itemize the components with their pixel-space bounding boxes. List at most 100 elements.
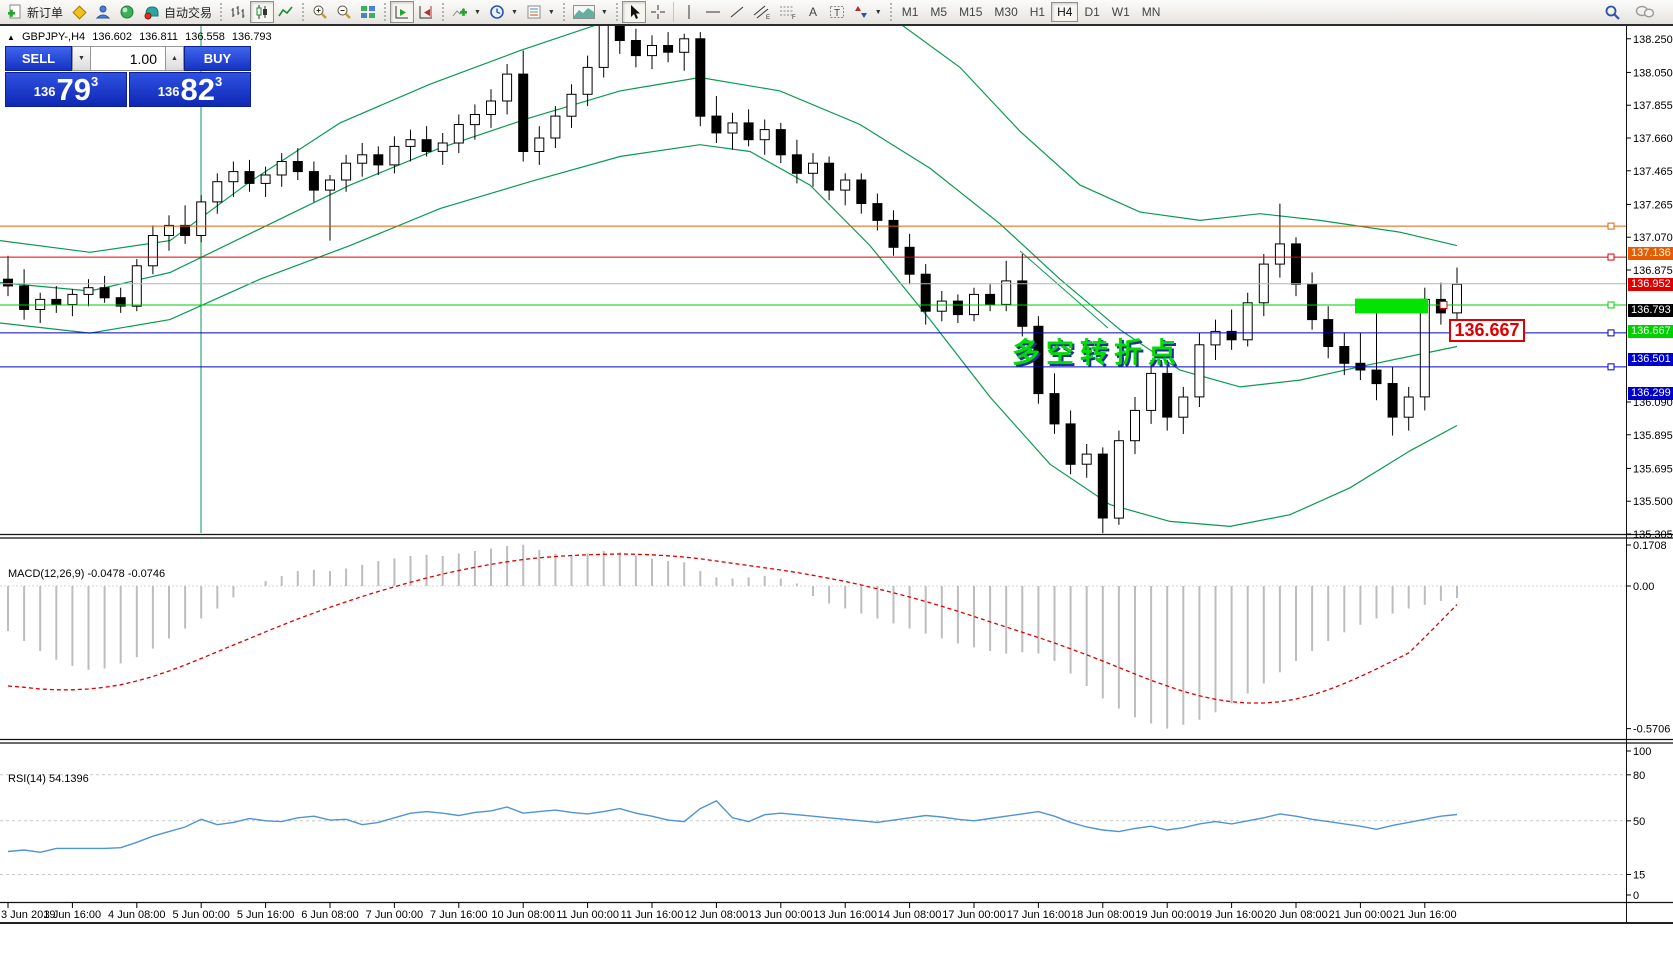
data-window-button[interactable]	[91, 1, 115, 23]
candlestick-chart-button[interactable]	[250, 1, 275, 23]
macd-axis-label: 0.1708	[1633, 540, 1667, 552]
search-button[interactable]	[1600, 1, 1625, 23]
templates-button[interactable]: ▼	[522, 1, 559, 23]
sell-price-display[interactable]: 136 79 3	[5, 72, 127, 107]
buy-price-display[interactable]: 136 82 3	[129, 72, 251, 107]
time-tick-label: 13 Jun 16:00	[813, 909, 877, 921]
candle-body	[534, 137, 545, 152]
candle-body	[1403, 396, 1414, 418]
time-tick-label: 7 Jun 00:00	[366, 909, 424, 921]
equidistant-channel-tool-button[interactable]: E	[749, 1, 775, 23]
indicators-button[interactable]: ▼	[448, 1, 485, 23]
text-icon: A	[809, 5, 817, 19]
hline-marker[interactable]	[1607, 253, 1615, 261]
toolbar-grip	[302, 3, 305, 21]
chat-icon	[1635, 5, 1655, 18]
candle-body	[1387, 383, 1398, 418]
trendline-object[interactable]	[1019, 250, 1109, 329]
zoom-out-button[interactable]	[332, 1, 356, 23]
market-watch-button[interactable]	[67, 1, 91, 23]
chat-button[interactable]	[1631, 1, 1659, 23]
chart-annotation-text[interactable]: 多空转折点	[1012, 337, 1183, 368]
candle-body	[856, 179, 867, 204]
candle-body	[1001, 280, 1012, 305]
dropdown-caret: ▼	[547, 8, 555, 16]
hline-marker[interactable]	[1607, 363, 1615, 371]
fibonacci-tool-button[interactable]: F	[775, 1, 801, 23]
candle-body	[920, 273, 931, 312]
green-zone-rectangle[interactable]	[1355, 298, 1428, 314]
timeframe-w1-button[interactable]: W1	[1106, 2, 1136, 22]
hline-marker[interactable]	[1607, 329, 1615, 337]
toolbar: 新订单 自动交易	[0, 0, 1673, 26]
chart-shift-button[interactable]	[414, 1, 438, 23]
hline-marker[interactable]	[1607, 222, 1615, 230]
candle-body	[437, 142, 448, 152]
timeframe-d1-button[interactable]: D1	[1078, 2, 1105, 22]
timeframe-mn-button[interactable]: MN	[1136, 2, 1167, 22]
buy-button[interactable]: BUY	[184, 46, 251, 71]
line-chart-button[interactable]	[274, 1, 298, 23]
timeframe-h4-button[interactable]: H4	[1051, 2, 1079, 22]
volume-decrease-button[interactable]: ▼	[72, 46, 91, 71]
candle-body	[469, 114, 480, 126]
equidistant-channel-icon: E	[753, 5, 770, 20]
candle-body	[679, 38, 690, 53]
price-callout-box[interactable]: 136.667	[1449, 319, 1525, 342]
macd-indicator-label: MACD(12,26,9) -0.0478 -0.0746	[8, 568, 166, 580]
candle-body	[759, 129, 770, 141]
candle-body	[1081, 453, 1092, 465]
indicators-icon	[452, 7, 468, 17]
candle-body	[1307, 283, 1318, 321]
tile-windows-button[interactable]	[356, 1, 380, 23]
navigator-button[interactable]	[115, 1, 139, 23]
candle-body	[598, 23, 609, 68]
price-line-label: 136.793	[1628, 304, 1673, 318]
periods-button[interactable]: ▼	[485, 1, 522, 23]
chart-canvas[interactable]: 138.445138.250138.050137.855137.660137.4…	[0, 0, 1673, 927]
timeframe-m15-button[interactable]: M15	[953, 2, 988, 22]
dropdown-caret: ▼	[874, 8, 882, 16]
zoom-in-button[interactable]	[308, 1, 332, 23]
time-tick-label: 17 Jun 16:00	[1007, 909, 1071, 921]
time-tick-label: 19 Jun 16:00	[1200, 909, 1264, 921]
trendline-tool-button[interactable]	[725, 1, 749, 23]
chart-ohlc-header: ▲ GBPJPY-,H4 136.602 136.811 136.558 136…	[7, 31, 276, 43]
timeframe-h1-button[interactable]: H1	[1024, 2, 1051, 22]
volume-increase-button[interactable]: ▲	[165, 46, 184, 71]
candle-body	[180, 224, 191, 236]
auto-scroll-button[interactable]	[390, 1, 415, 23]
candle-body	[51, 298, 62, 305]
label-tool-button[interactable]: T	[825, 1, 849, 23]
toolbar-grip	[889, 3, 892, 21]
hline-marker[interactable]	[1607, 301, 1615, 309]
price-tick-label: 137.465	[1633, 166, 1673, 178]
candle-body	[1065, 423, 1076, 465]
candle-body	[131, 265, 142, 307]
arrows-tool-button[interactable]: ▼	[849, 1, 886, 23]
toolbar-separator	[672, 2, 674, 22]
new-order-button[interactable]: 新订单	[3, 1, 67, 23]
profile-chart-dropdown[interactable]: ▼	[569, 1, 612, 23]
time-tick-label: 5 Jun 16:00	[237, 909, 295, 921]
sell-button[interactable]: SELL	[5, 46, 72, 71]
vertical-line-tool-button[interactable]	[677, 1, 701, 23]
timeframe-m30-button[interactable]: M30	[988, 2, 1023, 22]
cursor-tool-button[interactable]	[621, 1, 646, 23]
horizontal-line-icon	[705, 11, 720, 13]
text-tool-button[interactable]: A	[801, 1, 825, 23]
crosshair-icon	[650, 5, 665, 19]
bar-chart-button[interactable]	[226, 1, 250, 23]
autotrading-button[interactable]: 自动交易	[139, 1, 216, 23]
volume-input[interactable]: 1.00	[91, 46, 165, 71]
candle-body	[228, 171, 239, 183]
horizontal-line-tool-button[interactable]	[701, 1, 725, 23]
timeframe-m1-button[interactable]: M1	[896, 2, 925, 22]
collapse-icon[interactable]: ▲	[7, 33, 15, 42]
timeframe-m5-button[interactable]: M5	[924, 2, 953, 22]
candle-body	[373, 154, 384, 166]
candle-body	[3, 278, 13, 287]
crosshair-tool-button[interactable]	[646, 1, 670, 23]
